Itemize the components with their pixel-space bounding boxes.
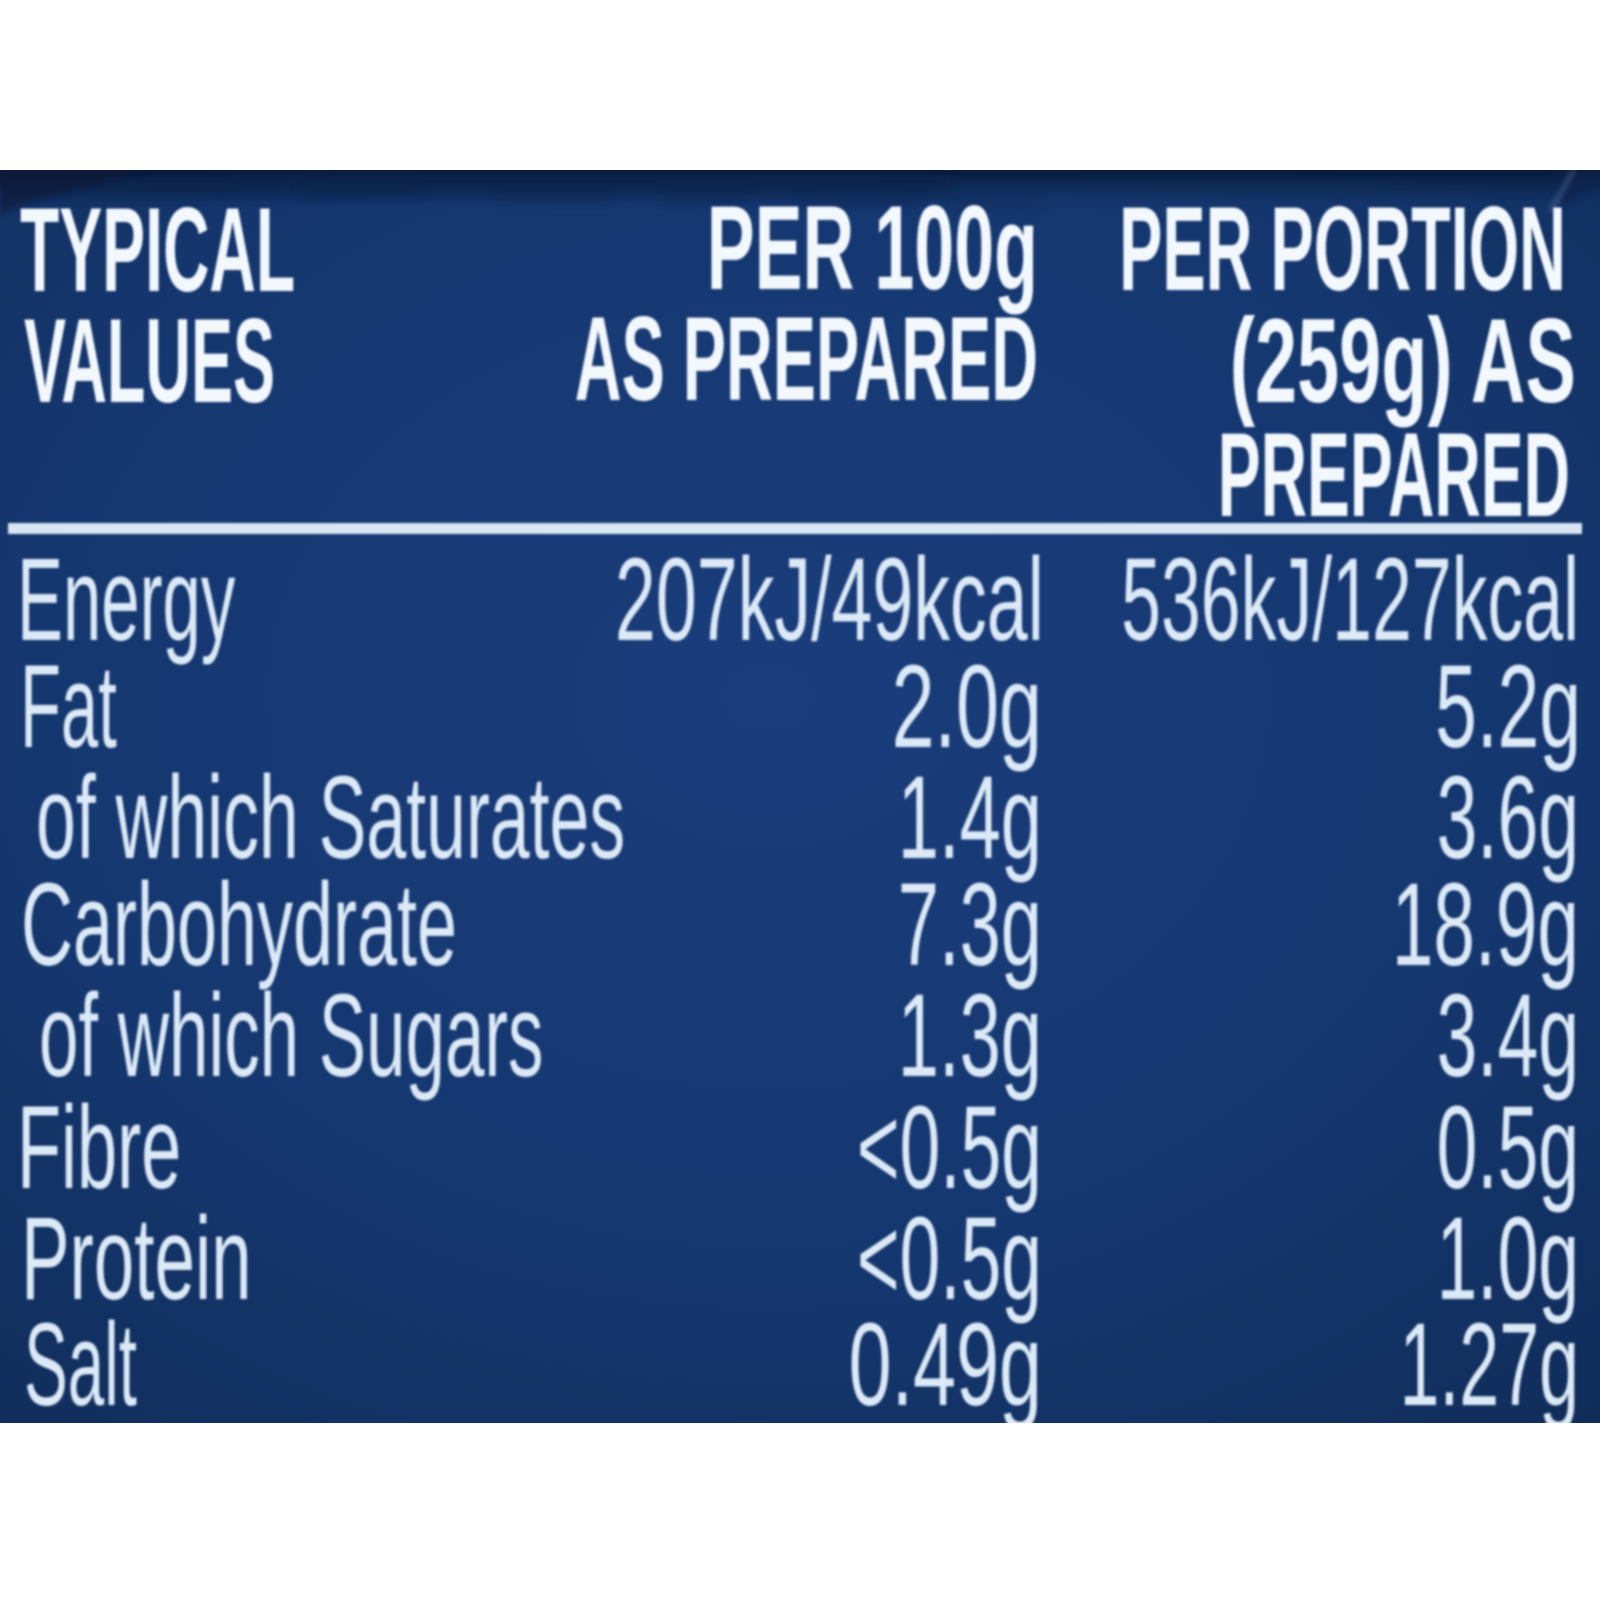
svg-text:of which Sugars: of which Sugars (39, 969, 543, 1101)
svg-text:207kJ/49kcal: 207kJ/49kcal (615, 533, 1044, 665)
svg-text:1.3g: 1.3g (898, 969, 1042, 1101)
svg-text:TYPICAL: TYPICAL (20, 184, 295, 317)
svg-text:1.27g: 1.27g (1399, 1299, 1579, 1431)
svg-text:0.49g: 0.49g (849, 1300, 1042, 1431)
svg-text:Fat: Fat (20, 641, 117, 773)
svg-text:Protein: Protein (21, 1192, 252, 1324)
svg-text:Energy: Energy (17, 535, 236, 666)
svg-text:VALUES: VALUES (24, 294, 275, 428)
svg-text:1.4g: 1.4g (898, 751, 1042, 883)
svg-text:2.0g: 2.0g (892, 642, 1042, 773)
svg-text:Fibre: Fibre (17, 1081, 181, 1214)
svg-text:5.2g: 5.2g (1435, 641, 1581, 772)
svg-text:3.4g: 3.4g (1437, 969, 1579, 1101)
svg-text:Carbohydrate: Carbohydrate (21, 859, 457, 991)
svg-text:<0.5g: <0.5g (857, 1192, 1042, 1324)
svg-text:Salt: Salt (24, 1300, 137, 1431)
svg-text:<0.5g: <0.5g (857, 1081, 1042, 1213)
svg-text:(259g) AS: (259g) AS (1230, 294, 1576, 428)
svg-text:0.5g: 0.5g (1437, 1081, 1579, 1213)
svg-text:PER PORTION: PER PORTION (1119, 183, 1566, 316)
svg-text:AS PREPARED: AS PREPARED (575, 293, 1038, 426)
svg-text:of which Saturates: of which Saturates (36, 752, 625, 884)
svg-text:PREPARED: PREPARED (1218, 409, 1570, 542)
svg-text:1.0g: 1.0g (1437, 1192, 1579, 1324)
svg-text:3.6g: 3.6g (1437, 751, 1579, 883)
svg-text:536kJ/127kcal: 536kJ/127kcal (1121, 534, 1579, 666)
svg-text:PER 100g: PER 100g (707, 180, 1038, 315)
svg-text:7.3g: 7.3g (898, 858, 1042, 990)
svg-text:18.9g: 18.9g (1392, 859, 1579, 990)
